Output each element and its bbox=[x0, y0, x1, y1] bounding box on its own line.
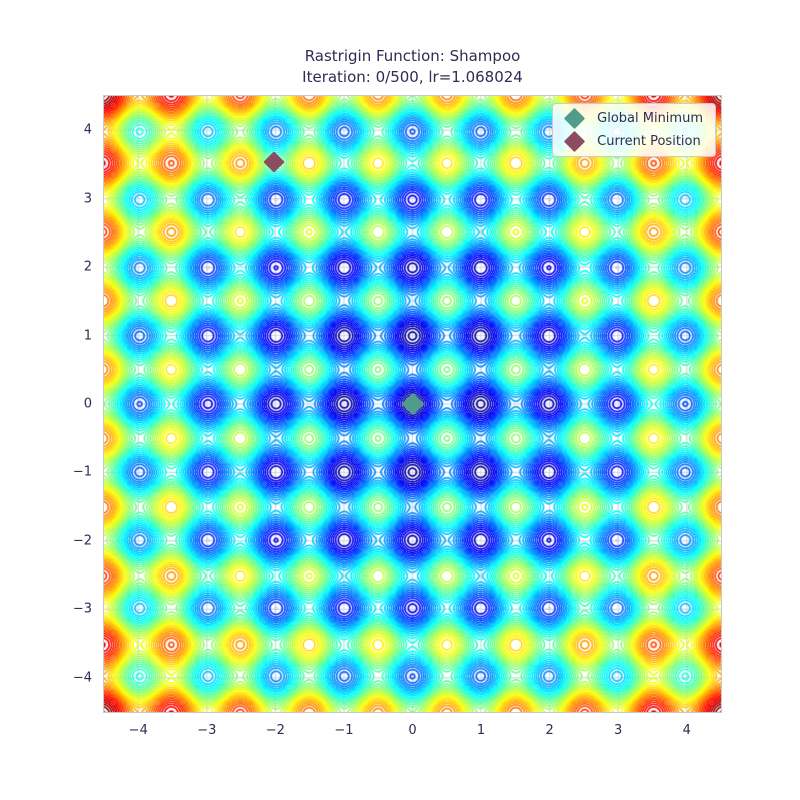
x-tick-label: −3 bbox=[197, 723, 217, 738]
plot-area: Global Minimum Current Position bbox=[103, 95, 722, 713]
y-tick-label: 0 bbox=[83, 396, 92, 412]
x-tick-label: 1 bbox=[476, 723, 486, 738]
x-tick-label: −1 bbox=[334, 723, 354, 738]
x-tick-label: −4 bbox=[128, 723, 148, 738]
y-tick-label: −3 bbox=[72, 601, 92, 617]
y-tick-label: −2 bbox=[72, 533, 92, 549]
legend-item-label: Global Minimum bbox=[597, 111, 703, 126]
x-tick-label: 0 bbox=[408, 723, 417, 738]
x-tick-label: −2 bbox=[265, 723, 285, 738]
x-tick-label: 4 bbox=[682, 723, 691, 738]
plot-title: Rastrigin Function: Shampoo Iteration: 0… bbox=[104, 46, 721, 88]
y-tick-label: 3 bbox=[83, 191, 92, 207]
y-tick-label: −4 bbox=[72, 670, 92, 686]
plot-title-line2: Iteration: 0/500, lr=1.068024 bbox=[302, 68, 523, 86]
y-tick-label: −1 bbox=[72, 464, 92, 480]
current-position-diamond-icon bbox=[564, 130, 586, 153]
legend-item: Global Minimum bbox=[559, 107, 703, 130]
x-tick-label: 2 bbox=[545, 723, 554, 738]
y-tick-label: 1 bbox=[83, 328, 92, 344]
plot-title-line1: Rastrigin Function: Shampoo bbox=[304, 47, 521, 65]
global-minimum-diamond-icon bbox=[564, 107, 586, 130]
legend-item-label: Current Position bbox=[597, 134, 701, 149]
legend: Global Minimum Current Position bbox=[552, 103, 716, 157]
y-tick-label: 4 bbox=[83, 122, 92, 138]
legend-item: Current Position bbox=[559, 130, 703, 153]
x-tick-label: 3 bbox=[614, 723, 623, 738]
y-tick-label: 2 bbox=[83, 259, 92, 275]
